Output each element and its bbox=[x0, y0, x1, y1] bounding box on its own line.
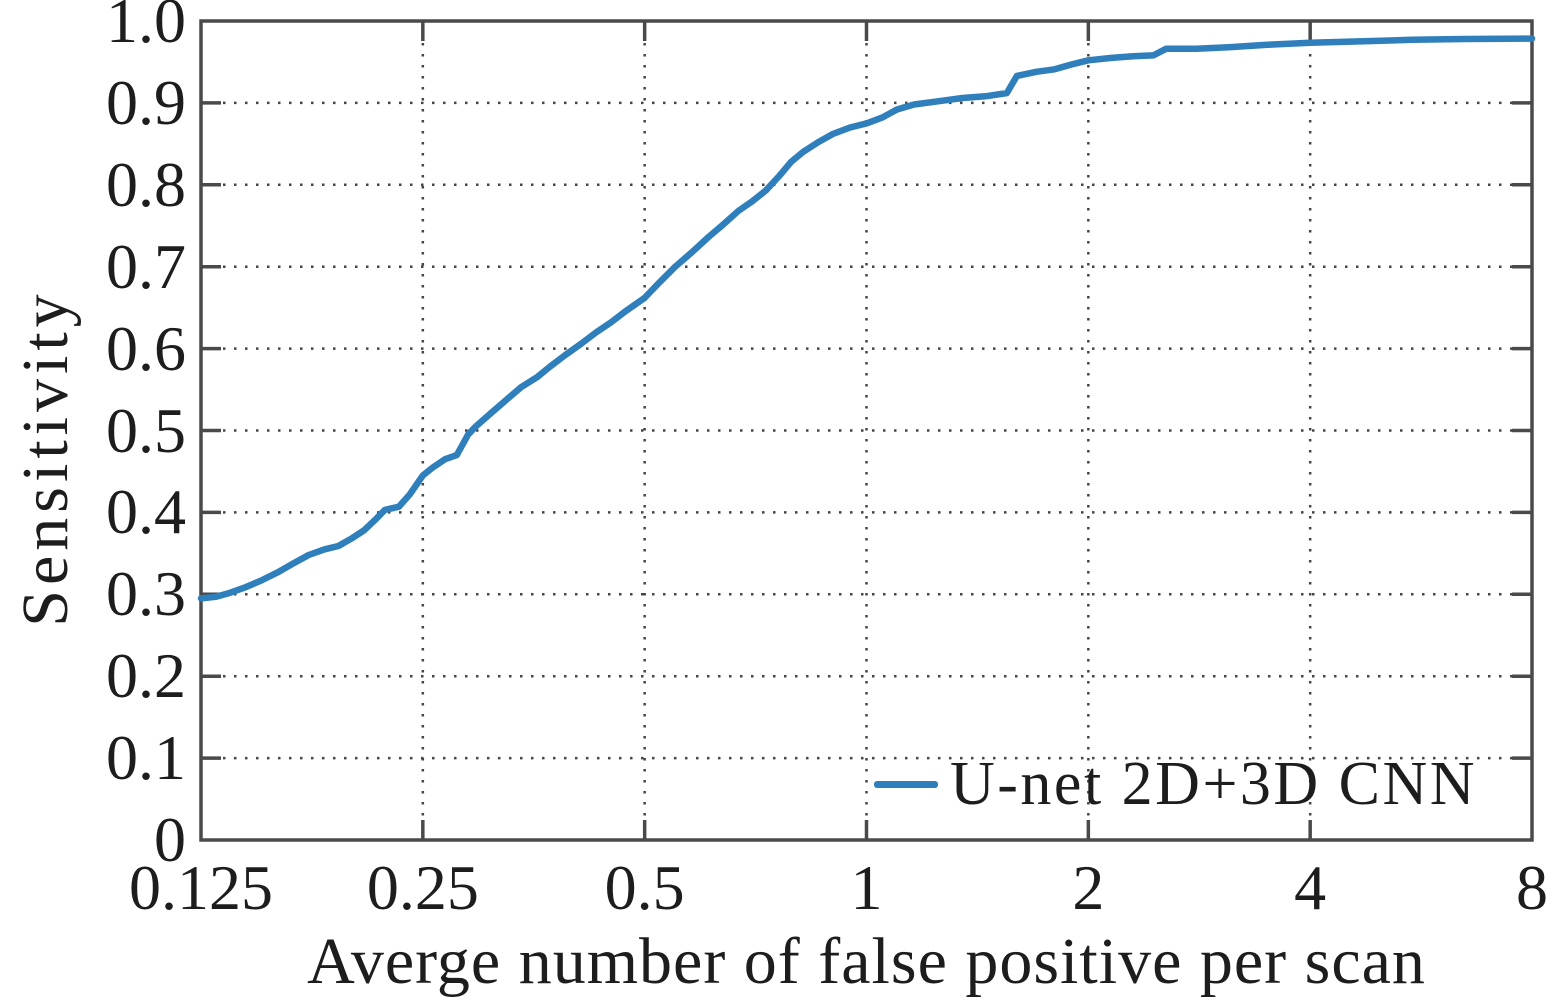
y-tick-label-0.7: 0.7 bbox=[106, 230, 186, 302]
legend-label: U-net 2D+3D CNN bbox=[950, 749, 1478, 818]
x-tick-label-2: 2 bbox=[1072, 852, 1105, 923]
y-tick-label-0: 0 bbox=[154, 804, 186, 875]
y-tick-label-1.0: 1.0 bbox=[106, 0, 186, 56]
legend-line-swatch bbox=[874, 780, 938, 788]
y-tick-label-0.6: 0.6 bbox=[106, 312, 186, 384]
legend: U-net 2D+3D CNN bbox=[874, 748, 1477, 820]
x-tick-label-1: 1 bbox=[850, 852, 883, 923]
y-tick-label-0.9: 0.9 bbox=[106, 66, 186, 138]
series-line-unet bbox=[197, 35, 1536, 602]
grid-lines bbox=[201, 21, 1532, 840]
y-tick-label-0.1: 0.1 bbox=[106, 722, 186, 794]
x-tick-label-0.25: 0.25 bbox=[366, 852, 479, 923]
x-tick-label-8: 8 bbox=[1516, 852, 1548, 923]
x-tick-label-0.5: 0.5 bbox=[604, 852, 685, 923]
axes-frame bbox=[199, 19, 1534, 842]
y-tick-label-0.5: 0.5 bbox=[106, 394, 186, 466]
x-tick-label-0.125: 0.125 bbox=[129, 852, 273, 923]
x-axis-title: Averge number of false positive per scan bbox=[307, 925, 1426, 998]
y-tick-label-0.8: 0.8 bbox=[106, 148, 186, 220]
y-tick-label-0.4: 0.4 bbox=[106, 476, 186, 548]
y-axis-title: Sensitivity bbox=[9, 289, 82, 627]
y-tick-label-0.2: 0.2 bbox=[106, 640, 186, 712]
y-tick-label-0.3: 0.3 bbox=[106, 558, 186, 630]
x-tick-label-4: 4 bbox=[1294, 852, 1327, 923]
